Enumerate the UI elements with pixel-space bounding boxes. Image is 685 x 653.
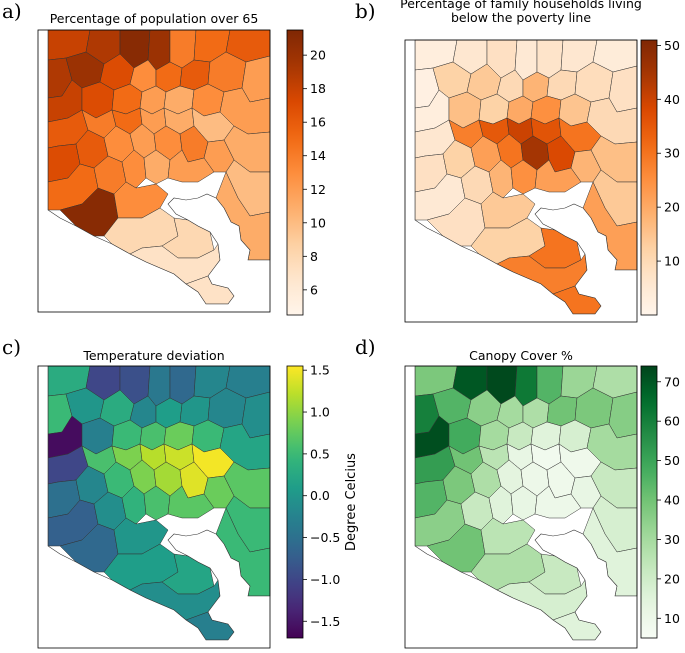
colorbar-tick-label: 30 <box>664 532 680 547</box>
map-frame <box>37 365 271 649</box>
panel-b: b) Percentage of family households living… <box>355 0 680 323</box>
colorbar-tick-label: 60 <box>664 414 680 429</box>
colorbar <box>640 365 658 639</box>
colorbar-tick-label: 20 <box>664 200 680 215</box>
colorbar-tick-label: 16 <box>310 115 326 130</box>
neighborhood-region <box>534 485 582 519</box>
panel-letter: b) <box>355 0 376 23</box>
colorbar-tick-label: 1.0 <box>310 405 330 420</box>
panel-letter: c) <box>2 335 21 359</box>
choropleth-map <box>414 39 638 315</box>
colorbar-tick-label: −1.0 <box>310 572 340 587</box>
colorbar-tick-label: 12 <box>310 182 326 197</box>
neighborhood-region <box>167 485 215 519</box>
panel-title: below the poverty line <box>451 10 591 25</box>
colorbar-tick-label: 18 <box>310 81 326 96</box>
panel-title: Percentage of family households living <box>400 0 642 11</box>
map-frame <box>37 29 271 313</box>
colorbar <box>286 29 304 316</box>
map-frame <box>404 365 638 649</box>
colorbar-tick-label: 50 <box>664 38 680 53</box>
panel-title: Percentage of population over 65 <box>50 11 259 26</box>
colorbar-tick-label: −0.5 <box>310 530 340 545</box>
colorbar <box>640 39 658 316</box>
colorbar-tick-label: 10 <box>310 215 326 230</box>
colorbar <box>286 365 304 639</box>
colorbar-tick-label: 40 <box>664 493 680 508</box>
colorbar-tick-label: 0.5 <box>310 446 330 461</box>
colorbar-label: Degree Celcius <box>344 453 359 551</box>
colorbar-tick-label: 14 <box>310 148 326 163</box>
panel-title: Temperature deviation <box>82 348 224 363</box>
colorbar-tick-label: 6 <box>310 282 318 297</box>
neighborhood-region <box>167 149 215 183</box>
colorbar-tick-label: 1.5 <box>310 363 330 378</box>
colorbar-tick-label: 20 <box>310 48 326 63</box>
panel-c: c) Temperature deviation −1.5 −1.0 −0.5 0.0 0.… <box>2 335 359 649</box>
colorbar-tick-label: 40 <box>664 92 680 107</box>
neighborhood-region <box>534 159 582 193</box>
choropleth-map <box>414 365 638 641</box>
choropleth-map <box>47 29 271 305</box>
panel-letter: d) <box>355 335 376 359</box>
panel-d: d) Canopy Cover % 10 20 30 40 50 60 70 <box>355 335 680 649</box>
colorbar-tick-label: 70 <box>664 374 680 389</box>
colorbar-tick-label: 0.0 <box>310 488 330 503</box>
colorbar-tick-label: −1.5 <box>310 614 340 629</box>
panel-letter: a) <box>2 0 22 23</box>
colorbar-tick-label: 10 <box>664 611 680 626</box>
choropleth-map <box>47 365 271 641</box>
panel-a: a) Percentage of population over 65 6 8 10 12… <box>2 0 326 316</box>
colorbar-tick-label: 10 <box>664 254 680 269</box>
colorbar-tick-label: 20 <box>664 571 680 586</box>
colorbar-tick-label: 50 <box>664 453 680 468</box>
colorbar-tick-label: 8 <box>310 249 318 264</box>
colorbar-tick-label: 30 <box>664 146 680 161</box>
map-frame <box>404 39 638 323</box>
panel-title: Canopy Cover % <box>469 348 573 363</box>
